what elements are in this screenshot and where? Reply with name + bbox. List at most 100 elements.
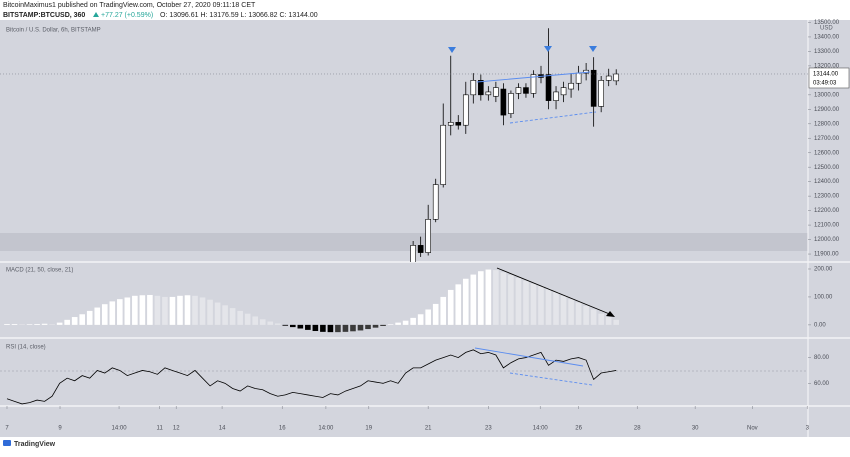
candle-body bbox=[530, 74, 537, 94]
x-tick-label: 14:00 bbox=[533, 426, 549, 432]
macd-arrow-head bbox=[606, 311, 615, 317]
histogram-bar bbox=[312, 324, 319, 332]
y-tick-label: 200.00 bbox=[814, 267, 833, 273]
support-zone bbox=[0, 233, 808, 251]
published-line: BitcoinMaximus1 published on TradingView… bbox=[3, 2, 256, 9]
x-tick-label: 12 bbox=[173, 426, 180, 432]
rsi-line bbox=[6, 349, 617, 405]
candle-body bbox=[515, 87, 522, 94]
histogram-bar bbox=[470, 274, 477, 325]
histogram-bar bbox=[162, 296, 168, 325]
candle-body bbox=[493, 87, 499, 97]
candle-body bbox=[568, 82, 574, 90]
x-tick-label: 14 bbox=[219, 426, 226, 432]
x-tick-label: 14:00 bbox=[112, 426, 128, 432]
candle-body bbox=[590, 69, 597, 107]
footer-bar bbox=[0, 437, 850, 452]
histogram-bar bbox=[372, 324, 379, 328]
histogram-bar bbox=[485, 269, 492, 325]
y-tick-label: 12700.00 bbox=[814, 136, 840, 142]
histogram-bar bbox=[568, 299, 574, 325]
histogram-bar bbox=[184, 295, 191, 325]
histogram-bar bbox=[147, 294, 153, 325]
y-tick-label: 11900.00 bbox=[814, 252, 839, 258]
histogram-bar bbox=[64, 319, 70, 325]
histogram-bar bbox=[199, 297, 206, 325]
histogram-bar bbox=[94, 307, 101, 325]
y-tick-label: 80.00 bbox=[814, 355, 830, 361]
histogram-bar bbox=[410, 317, 416, 325]
candle-body bbox=[470, 80, 477, 96]
pane bbox=[4, 269, 620, 333]
histogram-bar bbox=[440, 296, 447, 325]
candle-body bbox=[500, 88, 507, 116]
brand-logo bbox=[3, 440, 11, 446]
histogram-bar bbox=[515, 277, 522, 325]
histogram-bar bbox=[523, 280, 529, 325]
x-tick-label: 9 bbox=[58, 426, 62, 432]
x-tick-label: 14:00 bbox=[318, 426, 334, 432]
macd-arrow bbox=[496, 267, 613, 316]
histogram-bar bbox=[282, 324, 289, 326]
y-tick-label: 13400.00 bbox=[814, 35, 840, 41]
y-tick-label: 12000.00 bbox=[814, 237, 840, 243]
histogram-bar bbox=[395, 322, 401, 325]
x-tick-label: Nov bbox=[747, 426, 758, 432]
plot-layer: 11900.0012000.0012100.0012200.0012300.00… bbox=[0, 20, 850, 432]
histogram-bar bbox=[327, 324, 334, 333]
histogram-bar bbox=[259, 319, 266, 325]
histogram-bar bbox=[305, 324, 311, 330]
histogram-bar bbox=[237, 310, 243, 325]
y-tick-label: 0.00 bbox=[814, 322, 826, 328]
histogram-bar bbox=[177, 295, 183, 325]
main-pane-title: Bitcoin / U.S. Dollar, 6h, BITSTAMP bbox=[6, 28, 101, 34]
rsi-trend-line-dashed bbox=[509, 372, 593, 386]
histogram-bar bbox=[11, 324, 18, 325]
histogram-bar bbox=[500, 272, 507, 325]
candle-body bbox=[508, 93, 514, 114]
y-tick-label: 12200.00 bbox=[814, 208, 840, 214]
brand[interactable]: TradingView bbox=[14, 441, 56, 448]
x-tick-label: 21 bbox=[425, 426, 432, 432]
x-tick-label: 7 bbox=[5, 426, 9, 432]
histogram-bar bbox=[207, 299, 213, 325]
currency: USD bbox=[820, 26, 833, 32]
candle-body bbox=[575, 72, 582, 84]
x-tick-label: 23 bbox=[485, 426, 492, 432]
y-tick-label: 12900.00 bbox=[814, 107, 840, 113]
histogram-bar bbox=[545, 288, 552, 325]
histogram-bar bbox=[289, 324, 296, 328]
pane bbox=[6, 349, 617, 405]
x-tick-label: 26 bbox=[575, 426, 582, 432]
histogram-bar bbox=[575, 302, 582, 325]
histogram-bar bbox=[380, 324, 386, 326]
last-price-label: 13144.00 bbox=[813, 72, 839, 78]
histogram-bar bbox=[4, 324, 10, 325]
trend-line-dashed bbox=[509, 111, 597, 124]
candle-body bbox=[485, 91, 492, 96]
y-tick-label: 12800.00 bbox=[814, 121, 840, 127]
candle-body bbox=[553, 91, 559, 101]
histogram-bar bbox=[169, 296, 176, 325]
top-marker bbox=[448, 47, 456, 53]
last-price-box bbox=[808, 67, 850, 89]
countdown: 03:49:03 bbox=[813, 81, 837, 87]
x-tick-label: 28 bbox=[634, 426, 641, 432]
histogram-bar bbox=[320, 324, 326, 332]
histogram-bar bbox=[26, 324, 33, 325]
candle-body bbox=[613, 73, 620, 82]
histogram-bar bbox=[553, 291, 559, 325]
histogram-bar bbox=[101, 304, 108, 325]
candle-body bbox=[447, 122, 454, 126]
y-tick-label: 12400.00 bbox=[814, 179, 840, 185]
histogram-bar bbox=[139, 295, 146, 325]
histogram-bar bbox=[79, 314, 86, 325]
histogram-bar bbox=[508, 275, 514, 325]
x-tick-label: 16 bbox=[279, 426, 286, 432]
candle-body bbox=[462, 94, 469, 126]
histogram-bar bbox=[417, 314, 424, 325]
candle-body bbox=[410, 245, 416, 262]
histogram-bar bbox=[425, 309, 431, 325]
histogram-bar bbox=[124, 297, 131, 325]
histogram-bar bbox=[538, 285, 544, 325]
